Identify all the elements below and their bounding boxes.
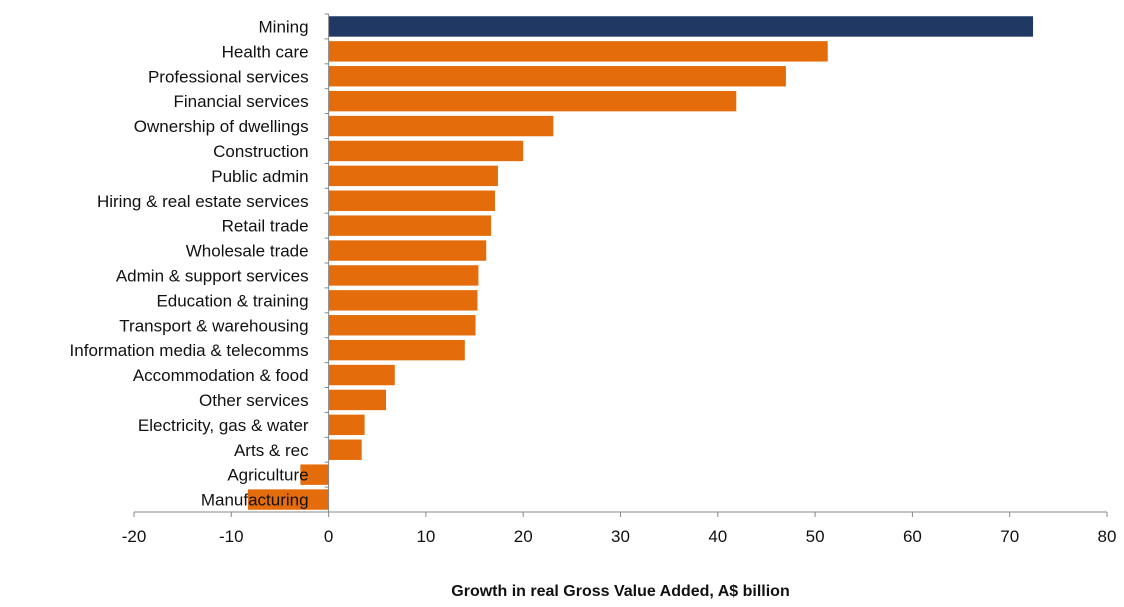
category-label: Arts & rec <box>234 441 309 460</box>
x-tick-label: 60 <box>903 527 922 546</box>
category-label: Manufacturing <box>201 491 309 510</box>
bar-information-media-telecomms <box>328 339 465 361</box>
bar-mining <box>328 16 1034 37</box>
category-label: Accommodation & food <box>133 366 309 385</box>
bar-manufacturing <box>247 489 329 510</box>
bar-construction <box>328 140 524 162</box>
category-label: Financial services <box>173 92 308 111</box>
tick-labels-group: -20 -10 0 10 20 30 40 50 60 70 80 <box>122 527 1117 546</box>
x-axis-title: Growth in real Gross Value Added, A$ bil… <box>451 583 789 600</box>
category-label: Construction <box>213 142 308 161</box>
x-tick-label: 30 <box>611 527 630 546</box>
x-tick-label: -10 <box>219 527 244 546</box>
bar-hiring-real-estate-services <box>328 190 495 211</box>
x-tick-label: 50 <box>806 527 825 546</box>
bar-public-admin <box>328 165 498 187</box>
bars-group <box>247 16 1034 510</box>
bar-admin-support-services <box>328 265 479 286</box>
x-tick-label: 80 <box>1098 527 1117 546</box>
category-label: Agriculture <box>227 466 308 485</box>
category-label: Transport & warehousing <box>119 316 308 335</box>
x-tick-label: 20 <box>514 527 533 546</box>
category-label: Information media & telecomms <box>70 341 309 360</box>
x-tick-label: 70 <box>1000 527 1019 546</box>
category-label: Hiring & real estate services <box>97 192 309 211</box>
bar-transport-warehousing <box>328 315 476 336</box>
bar-professional-services <box>328 66 786 87</box>
bar-wholesale-trade <box>328 240 487 261</box>
bar-other-services <box>328 389 387 411</box>
bar-electricity-gas-water <box>328 414 365 436</box>
bar-health-care <box>328 41 828 62</box>
bar-education-training <box>328 290 478 311</box>
category-label: Professional services <box>148 67 309 86</box>
category-label: Retail trade <box>222 217 309 236</box>
category-label: Education & training <box>156 291 308 310</box>
category-label: Wholesale trade <box>186 242 309 261</box>
bar-financial-services <box>328 90 737 112</box>
x-tick-label: 0 <box>324 527 333 546</box>
category-label: Admin & support services <box>116 266 309 285</box>
category-label: Electricity, gas & water <box>138 416 309 435</box>
bar-agriculture <box>300 464 329 485</box>
x-tick-label: 40 <box>708 527 727 546</box>
bar-accommodation-food <box>328 364 395 386</box>
axes-group <box>133 13 1108 517</box>
bar-ownership-of-dwellings <box>328 115 554 137</box>
bar-retail-trade <box>328 215 492 236</box>
category-label: Other services <box>199 391 309 410</box>
category-label: Health care <box>222 42 309 61</box>
category-labels-group: Mining Health care Professional services Fi… <box>70 17 310 509</box>
x-tick-label: 10 <box>416 527 435 546</box>
category-label: Public admin <box>211 167 308 186</box>
x-tick-label: -20 <box>122 527 147 546</box>
category-label: Mining <box>259 17 309 36</box>
bar-arts-rec <box>328 439 362 460</box>
category-label: Ownership of dwellings <box>134 117 309 136</box>
